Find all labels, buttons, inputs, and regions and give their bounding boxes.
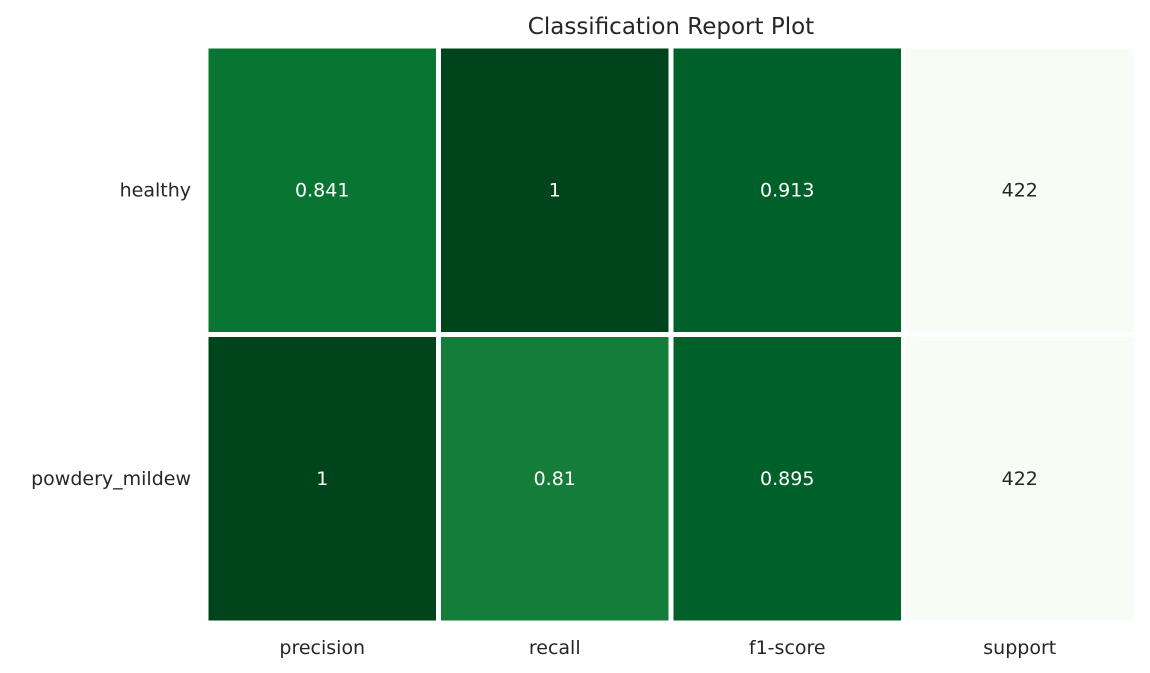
cell-value-label: 422 (1002, 468, 1038, 490)
heatmap-cell-powdery-mildew-recall (441, 337, 669, 621)
cell-value-label: 422 (1002, 179, 1038, 201)
heatmap-cell-healthy-support (906, 48, 1134, 332)
heatmap-cell-healthy-f1-score (673, 48, 901, 332)
x-tick-label-f1-score: f1-score (749, 637, 826, 659)
cell-value-label: 0.895 (760, 468, 814, 490)
heatmap-cell-powdery-mildew-precision (208, 337, 436, 621)
cell-value-label: 1 (549, 179, 561, 201)
heatmap-cell-healthy-recall (441, 48, 669, 332)
heatmap-cell-healthy-precision (208, 48, 436, 332)
cell-value-label: 0.841 (295, 179, 349, 201)
x-axis-tick-labels: precision recall f1-score support (279, 637, 1056, 659)
y-axis-tick-labels: healthy powdery_mildew (31, 179, 191, 490)
chart-title: Classification Report Plot (528, 14, 814, 40)
x-tick-label-support: support (983, 637, 1056, 659)
cell-value-label: 1 (316, 468, 328, 490)
cell-value-label: 0.913 (760, 179, 814, 201)
x-tick-label-recall: recall (529, 637, 581, 659)
y-tick-label-healthy: healthy (120, 179, 191, 201)
heatmap-cell-powdery-mildew-support (906, 337, 1134, 621)
x-tick-label-precision: precision (279, 637, 365, 659)
y-tick-label-powdery-mildew: powdery_mildew (31, 468, 191, 490)
cell-value-label: 0.81 (534, 468, 576, 490)
heatmap-cell-powdery-mildew-f1-score (673, 337, 901, 621)
heatmap-cells: 0.841 1 0.913 422 1 0.81 0.895 422 (208, 48, 1134, 621)
